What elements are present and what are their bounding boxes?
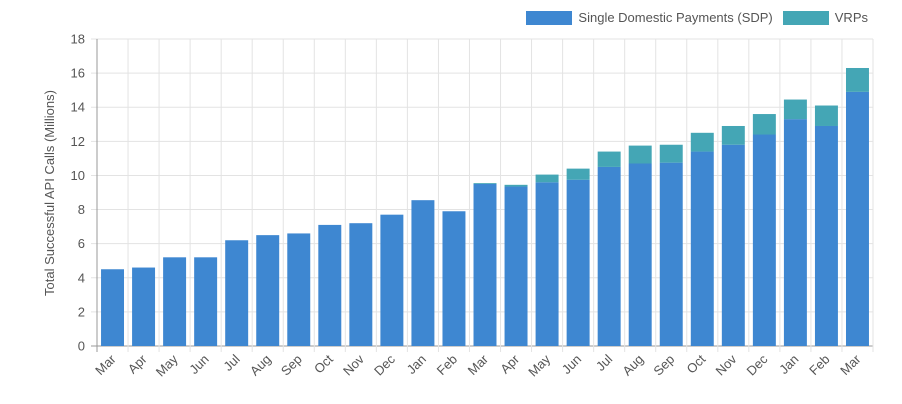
x-tick-label: Jul <box>593 351 615 373</box>
y-tick-label: 10 <box>71 168 85 183</box>
x-tick-label: Mar <box>465 351 492 378</box>
bar-sdp[interactable] <box>411 200 435 346</box>
bar-sdp[interactable] <box>597 166 621 346</box>
bar-sdp[interactable] <box>225 240 249 346</box>
x-tick-label: Feb <box>806 352 832 378</box>
bar-sdp[interactable] <box>628 163 652 346</box>
bar-sdp[interactable] <box>256 235 280 346</box>
bar-sdp[interactable] <box>566 179 590 346</box>
bar-sdp[interactable] <box>318 224 342 346</box>
legend-item-sdp[interactable]: Single Domestic Payments (SDP) <box>526 10 773 25</box>
bar-vrps[interactable] <box>628 145 652 164</box>
x-tick-label: Sep <box>278 352 305 379</box>
x-tick-label: Jun <box>186 352 211 377</box>
bar-vrps[interactable] <box>783 99 807 120</box>
bar-sdp[interactable] <box>380 214 404 346</box>
bar-vrps[interactable] <box>690 132 714 152</box>
bar-sdp[interactable] <box>473 183 497 346</box>
bar-vrps[interactable] <box>535 174 559 183</box>
legend-swatch-vrps <box>782 10 829 25</box>
x-tick-label: Aug <box>247 352 274 379</box>
y-tick-label: 6 <box>78 236 85 251</box>
legend-label-sdp: Single Domestic Payments (SDP) <box>578 10 773 25</box>
x-tick-label: Dec <box>371 351 398 378</box>
x-tick-label: Dec <box>744 351 771 378</box>
x-tick-label: Aug <box>619 352 646 379</box>
x-tick-label: Jul <box>220 351 242 373</box>
bar-sdp[interactable] <box>504 186 528 346</box>
y-tick-label: 4 <box>78 270 85 285</box>
x-tick-label: Oct <box>311 351 336 376</box>
bar-vrps[interactable] <box>659 144 683 163</box>
chart-legend: Single Domestic Payments (SDP) VRPs <box>516 10 868 25</box>
y-axis-label: Total Successful API Calls (Millions) <box>42 90 57 296</box>
legend-item-vrps[interactable]: VRPs <box>782 10 868 25</box>
x-tick-label: Mar <box>92 351 119 378</box>
y-tick-label: 14 <box>71 100 85 115</box>
x-tick-label: Jan <box>404 352 429 377</box>
bar-sdp[interactable] <box>132 267 156 346</box>
y-tick-label: 12 <box>71 134 85 149</box>
bar-sdp[interactable] <box>659 162 683 346</box>
x-tick-label: Apr <box>125 351 150 376</box>
bar-sdp[interactable] <box>442 211 466 346</box>
x-tick-label: May <box>525 351 553 379</box>
bar-sdp[interactable] <box>845 91 869 346</box>
bar-vrps[interactable] <box>566 168 590 180</box>
y-tick-label: 2 <box>78 304 85 319</box>
bar-vrps[interactable] <box>504 184 528 187</box>
x-tick-label: Mar <box>837 351 864 378</box>
y-tick-label: 16 <box>71 66 85 81</box>
bar-sdp[interactable] <box>783 119 807 347</box>
x-tick-label: Apr <box>497 351 522 376</box>
bar-sdp[interactable] <box>690 151 714 346</box>
bar-sdp[interactable] <box>814 125 838 346</box>
x-tick-label: Oct <box>683 351 708 376</box>
y-tick-label: 0 <box>78 339 85 354</box>
bar-sdp[interactable] <box>101 269 125 346</box>
bar-vrps[interactable] <box>752 114 776 135</box>
x-tick-label: Sep <box>650 352 677 379</box>
bar-sdp[interactable] <box>163 257 187 346</box>
bar-sdp[interactable] <box>721 144 745 346</box>
bar-sdp[interactable] <box>752 134 776 346</box>
bar-sdp[interactable] <box>535 182 559 346</box>
y-tick-label: 8 <box>78 202 85 217</box>
bar-vrps[interactable] <box>845 67 869 92</box>
y-tick-label: 18 <box>71 32 85 47</box>
x-tick-label: May <box>153 351 181 379</box>
x-tick-label: Feb <box>434 352 460 378</box>
bar-sdp[interactable] <box>287 233 311 346</box>
bar-vrps[interactable] <box>721 125 745 145</box>
bar-sdp[interactable] <box>349 223 373 346</box>
legend-swatch-sdp <box>526 10 573 25</box>
x-tick-label: Nov <box>712 351 739 378</box>
bar-vrps[interactable] <box>473 183 497 184</box>
bar-vrps[interactable] <box>597 151 621 167</box>
bar-vrps[interactable] <box>814 105 838 126</box>
x-tick-label: Jan <box>776 352 801 377</box>
x-tick-label: Jun <box>559 352 584 377</box>
legend-label-vrps: VRPs <box>834 10 868 25</box>
bar-sdp[interactable] <box>194 257 218 346</box>
x-tick-label: Nov <box>340 351 367 378</box>
bars <box>101 67 869 347</box>
